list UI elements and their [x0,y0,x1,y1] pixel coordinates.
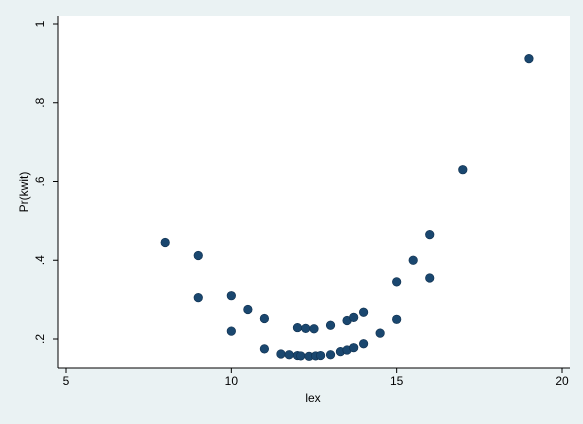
x-tick-label: 10 [225,374,239,388]
plot-area [58,16,570,368]
data-point [226,291,236,301]
y-axis-title: Pr(kwit) [17,172,31,213]
data-point [193,293,203,303]
data-point [392,277,402,287]
data-point [425,230,435,240]
data-point [301,323,311,333]
x-axis-ticks: 5 10 15 20 [63,368,569,388]
data-point [243,304,253,315]
data-points [160,54,534,361]
data-point [392,314,402,324]
data-point [309,324,319,334]
data-point [284,350,294,360]
y-tick-label: .4 [33,255,47,265]
y-tick-label: 1 [33,20,47,27]
data-point [408,255,418,265]
x-tick-label: 20 [555,374,569,388]
data-point [325,350,336,360]
data-point [292,322,303,333]
data-point [425,273,435,283]
data-point [276,349,286,359]
x-tick-label: 15 [390,374,404,388]
data-point [375,328,385,338]
data-point [359,339,369,349]
data-point [359,307,369,317]
y-axis-ticks: .2 .4 .6 .8 1 [33,20,58,344]
data-point [349,312,359,322]
data-point [193,250,203,261]
data-point [349,343,359,353]
data-point [259,344,270,354]
data-point [259,313,270,324]
data-point [524,54,534,64]
data-point [226,326,236,336]
y-tick-label: .6 [33,176,47,186]
data-point [296,351,306,361]
y-tick-label: .8 [33,97,47,107]
data-point [325,320,336,330]
data-point [458,165,468,175]
data-point [316,350,326,361]
x-tick-label: 5 [63,374,70,388]
x-axis-title: lex [305,391,320,405]
y-tick-label: .2 [33,334,47,344]
data-point [160,237,170,248]
